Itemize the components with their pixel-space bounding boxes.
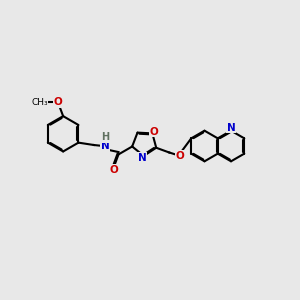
Text: H: H xyxy=(101,132,109,142)
Text: CH₃: CH₃ xyxy=(31,98,48,106)
Text: N: N xyxy=(226,123,236,133)
Text: O: O xyxy=(110,165,119,175)
Text: N: N xyxy=(138,153,146,163)
Text: O: O xyxy=(150,127,158,136)
Text: N: N xyxy=(100,141,109,151)
Text: O: O xyxy=(53,97,62,107)
Text: O: O xyxy=(176,151,184,161)
